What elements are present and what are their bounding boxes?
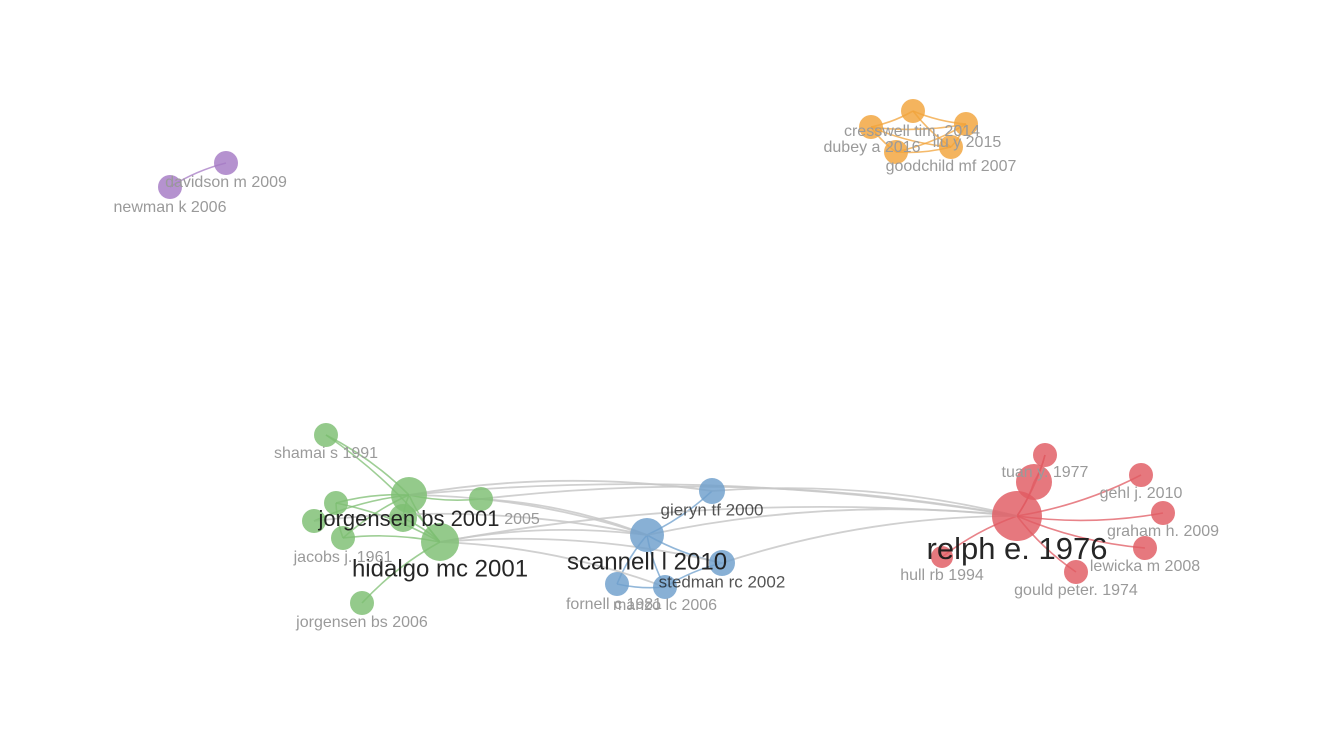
node-shamai[interactable]: [314, 423, 338, 447]
label-jorgensen2001: jorgensen bs 2001: [317, 506, 499, 531]
link-manzo-hidalgo: [439, 541, 666, 588]
node-green2005[interactable]: [469, 487, 493, 511]
node-gould[interactable]: [1064, 560, 1088, 584]
label-jacobs: jacobs j. 1961: [293, 549, 393, 566]
label-newman: newman k 2006: [114, 199, 227, 216]
node-green_c[interactable]: [389, 504, 417, 532]
label-lewicka: lewicka m 2008: [1090, 558, 1200, 575]
label-graham: graham h. 2009: [1107, 523, 1219, 540]
label-relph: relph e. 1976: [927, 531, 1108, 566]
label-tuan: tuan y. 1977: [1002, 464, 1089, 481]
label-hidalgo: hidalgo mc 2001: [352, 555, 528, 582]
label-hull: hull rb 1994: [900, 567, 984, 584]
nodes-layer: [158, 99, 1175, 615]
node-hull[interactable]: [931, 546, 953, 568]
label-shamai: shamai s 1991: [274, 445, 378, 462]
label-gieryn: gieryn tf 2000: [660, 500, 763, 519]
label-fornell: fornell c 1981: [566, 596, 662, 613]
node-gehl[interactable]: [1129, 463, 1153, 487]
node-manzo[interactable]: [653, 575, 677, 599]
node-davidson[interactable]: [214, 151, 238, 175]
label-jorgensen2006: jorgensen bs 2006: [295, 614, 428, 631]
node-graham[interactable]: [1151, 501, 1175, 525]
link-scannell-jorgensen2001: [408, 494, 648, 536]
label-davidson: davidson m 2009: [165, 174, 287, 191]
link-gieryn-jorgensen2001: [408, 479, 713, 496]
node-green_a[interactable]: [324, 491, 348, 515]
node-goodchild[interactable]: [954, 112, 978, 136]
label-goodchild: goodchild mf 2007: [886, 158, 1017, 175]
node-hidalgo[interactable]: [421, 523, 459, 561]
label-green2005: 2005: [504, 511, 540, 528]
link-scannell-green2005: [480, 498, 648, 536]
node-stedman[interactable]: [709, 550, 735, 576]
node-tuan[interactable]: [1016, 464, 1052, 500]
label-gehl: gehl j. 2010: [1100, 485, 1183, 502]
node-orange_top[interactable]: [901, 99, 925, 123]
node-green_b[interactable]: [302, 509, 326, 533]
node-lewicka[interactable]: [1133, 536, 1157, 560]
node-relph[interactable]: [992, 491, 1042, 541]
node-red_top[interactable]: [1033, 443, 1057, 467]
node-liu[interactable]: [939, 135, 963, 159]
labels-layer: relph e. 1976 tuan y. 1977 gehl j. 2010 gra…: [114, 123, 1220, 631]
node-fornell[interactable]: [605, 572, 629, 596]
node-jorgensen2001[interactable]: [391, 477, 427, 513]
node-cresswell[interactable]: [859, 115, 883, 139]
node-scannell[interactable]: [630, 518, 664, 552]
label-liu: liu y 2015: [933, 134, 1002, 151]
link-relph-gieryn: [711, 487, 1018, 517]
link-relph-stedman: [721, 515, 1018, 564]
label-stedman: stedman rc 2002: [659, 572, 786, 591]
link-relph-green2005: [480, 485, 1018, 517]
label-cresswell: cresswell tim. 2014: [844, 123, 980, 140]
link-stedman-hidalgo: [439, 537, 723, 564]
node-jorgensen2006[interactable]: [350, 591, 374, 615]
node-jacobs[interactable]: [331, 526, 355, 550]
link-scannell-hidalgo: [439, 528, 648, 543]
label-gould: gould peter. 1974: [1014, 582, 1138, 599]
node-newman[interactable]: [158, 175, 182, 199]
label-scannell: scannell l 2010: [567, 548, 727, 575]
label-manzo: manzo lc 2006: [613, 597, 717, 614]
node-gieryn[interactable]: [699, 478, 725, 504]
link-scannell-green_b: [313, 512, 648, 536]
link-relph-hidalgo: [439, 506, 1018, 543]
node-dubey[interactable]: [884, 140, 908, 164]
label-dubey: dubey a 2016: [824, 139, 921, 156]
